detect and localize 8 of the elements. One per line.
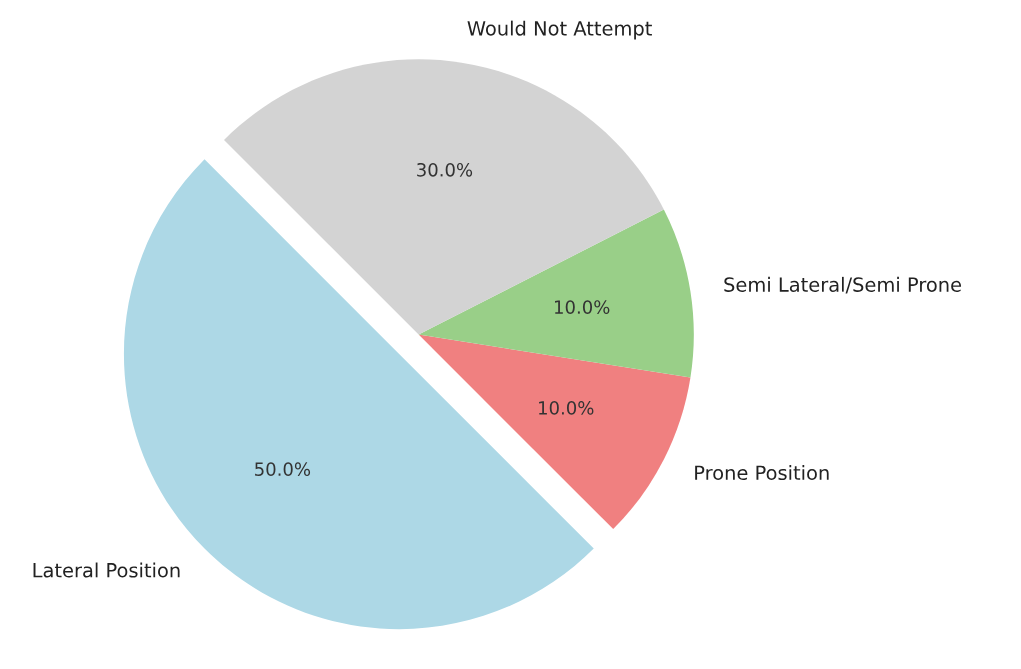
slice-label: Prone Position bbox=[695, 465, 829, 481]
data-label: 10.0% bbox=[555, 300, 610, 314]
data-label: 10.0% bbox=[539, 401, 594, 415]
slice-label: Semi Lateral/Semi Prone bbox=[724, 276, 962, 294]
slice-label: Lateral Position bbox=[33, 562, 180, 578]
slice-label: Would Not Attempt bbox=[467, 20, 652, 40]
data-label: 50.0% bbox=[255, 462, 311, 476]
data-label: 30.0% bbox=[417, 162, 473, 177]
